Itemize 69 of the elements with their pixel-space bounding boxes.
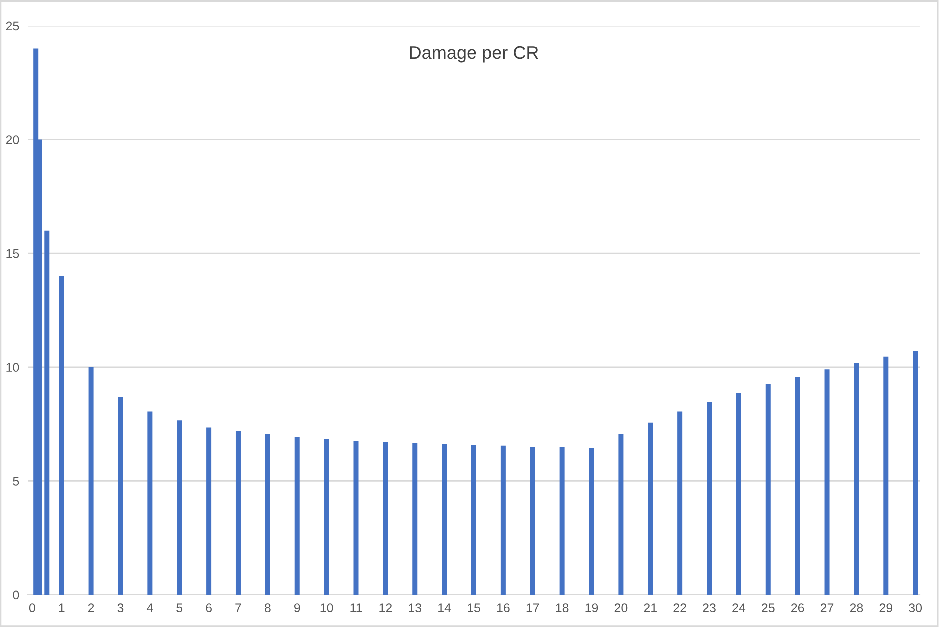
x-tick-label: 20	[614, 604, 628, 613]
bar	[530, 447, 536, 595]
bar	[88, 367, 94, 595]
x-tick-label: 21	[644, 604, 657, 612]
bar	[648, 422, 654, 595]
x-tick-label: 13	[409, 604, 422, 613]
bar	[383, 442, 388, 595]
bar	[913, 351, 918, 595]
x-tick-label: 18	[556, 604, 569, 613]
x-tick-label: 26	[792, 604, 804, 613]
bar	[294, 437, 300, 595]
x-tick-label: 22	[674, 604, 686, 612]
bar	[44, 230, 50, 595]
bar	[500, 446, 506, 595]
bar	[736, 393, 742, 595]
bar	[854, 363, 860, 595]
bar	[766, 384, 771, 595]
bar	[795, 376, 800, 595]
x-tick-label: 6	[206, 604, 212, 613]
bar	[589, 448, 594, 595]
x-tick-label: 19	[586, 604, 598, 613]
x-tick-label: 14	[438, 604, 452, 612]
y-tick-label: 20	[6, 136, 20, 144]
bar	[472, 445, 476, 595]
y-tick-label: 25	[6, 22, 20, 31]
x-tick-label: 4	[146, 604, 154, 612]
bar	[707, 402, 712, 595]
x-tick-label: 11	[350, 604, 362, 612]
bar	[206, 428, 212, 595]
x-tick-label: 10	[320, 604, 334, 613]
bar	[324, 439, 330, 595]
x-tick-label: 12	[380, 604, 392, 612]
bar	[59, 276, 64, 595]
bar	[177, 420, 182, 595]
x-tick-label: 23	[703, 604, 716, 613]
x-tick-label: 27	[820, 604, 834, 612]
bar	[884, 356, 889, 595]
x-tick-label: 25	[762, 604, 775, 613]
x-tick-label: 7	[236, 604, 242, 612]
bar	[354, 441, 359, 595]
x-tick-label: 30	[909, 604, 922, 613]
bar	[678, 412, 683, 595]
y-tick-label: 15	[6, 250, 20, 258]
x-tick-label: 8	[264, 604, 271, 613]
x-tick-label: 5	[176, 604, 183, 613]
x-tick-label: 0	[29, 604, 36, 613]
x-tick-label: 9	[294, 604, 300, 613]
bar	[618, 434, 624, 595]
bar	[412, 443, 418, 595]
x-tick-label: 1	[59, 604, 65, 612]
x-tick-label: 29	[880, 604, 893, 613]
bar	[148, 412, 153, 595]
bar	[560, 447, 565, 595]
bar	[442, 444, 448, 595]
x-tick-label: 16	[497, 604, 510, 613]
x-tick-label: 3	[118, 604, 124, 613]
bar	[265, 434, 270, 595]
bar	[824, 370, 830, 595]
x-tick-label: 17	[526, 604, 540, 612]
bar	[236, 431, 241, 595]
bar	[118, 396, 124, 595]
x-tick-label: 24	[732, 604, 746, 612]
y-tick-label: 5	[13, 477, 20, 486]
x-tick-label: 15	[468, 604, 480, 613]
text: Damage per CR	[410, 46, 538, 63]
y-tick-label: 10	[6, 363, 20, 372]
x-tick-label: 2	[88, 604, 94, 612]
y-tick-label: 0	[13, 590, 20, 600]
x-tick-label: 28	[850, 604, 864, 613]
